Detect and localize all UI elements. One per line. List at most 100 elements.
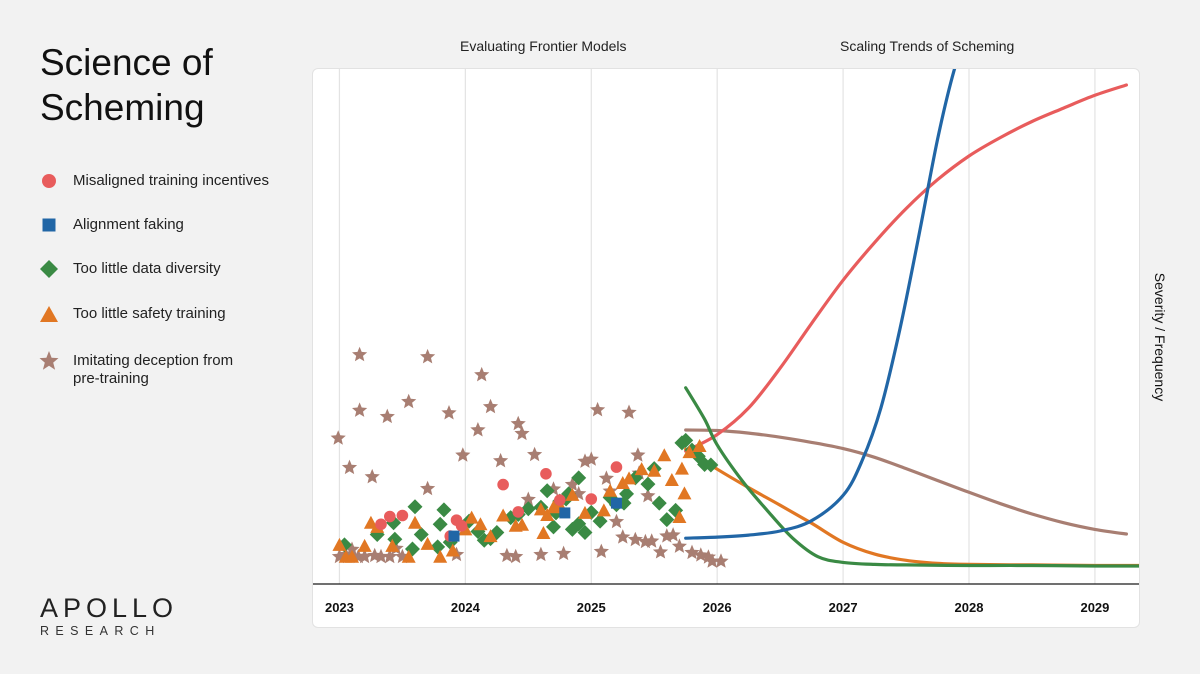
apollo-research-logo: APOLLO RESEARCH — [40, 594, 178, 638]
triangle-point-7 — [401, 549, 416, 563]
triangle-point-34 — [674, 461, 689, 475]
star-point-32 — [533, 546, 549, 562]
legend-item-data-diversity: Too little data diversity — [36, 258, 286, 280]
star-point-13 — [352, 402, 368, 417]
section-title-evaluating: Evaluating Frontier Models — [460, 38, 627, 54]
star-point-52 — [671, 538, 687, 553]
star-point-11 — [341, 459, 358, 475]
diamond-point-18 — [520, 501, 536, 517]
legend-label: Too little data diversity — [73, 260, 221, 277]
triangle-point-28 — [615, 476, 630, 490]
page-title: Science of Scheming — [40, 42, 213, 128]
star-point-7 — [382, 548, 398, 564]
x-tick-label-2024: 2024 — [451, 600, 481, 615]
star-point-28 — [510, 415, 526, 431]
triangle-point-10 — [433, 549, 448, 563]
logo-main-text: APOLLO — [40, 593, 179, 623]
circle-point-8 — [540, 467, 552, 480]
legend-swatch — [39, 351, 59, 370]
diamond-point-12 — [470, 523, 486, 539]
star-point-42 — [608, 513, 625, 529]
star-point-16 — [401, 393, 417, 409]
star-point-25 — [493, 452, 509, 468]
star-point-26 — [499, 547, 515, 563]
triangle-point-9 — [420, 536, 435, 550]
trend-line-misaligned-training-incentives — [684, 83, 1128, 453]
star-point-19 — [441, 405, 457, 420]
trend-line-too-little-data-diversity — [684, 386, 1139, 568]
circle-point-9 — [553, 494, 566, 506]
triangle-point-38 — [672, 510, 687, 524]
legend-label: Too little safety training — [73, 305, 226, 322]
chart-panel: 2023 2024 2025 2026 2027 2028 2029 — [312, 68, 1140, 628]
circle-marker-icon — [42, 174, 56, 188]
star-point-6 — [373, 548, 389, 564]
diamond-point-20 — [539, 483, 555, 499]
star-point-10 — [330, 430, 346, 445]
y-axis-label: Severity / Frequency — [1152, 272, 1168, 402]
star-point-27 — [508, 548, 524, 564]
triangle-point-26 — [596, 503, 611, 517]
x-tick-label-2026: 2026 — [703, 600, 732, 615]
circle-point-2 — [396, 509, 409, 522]
star-point-46 — [630, 447, 646, 462]
triangle-point-16 — [496, 508, 511, 522]
star-marker-icon — [39, 351, 59, 370]
diamond-point-8 — [432, 516, 448, 532]
circle-point-10 — [585, 493, 598, 505]
triangle-point-27 — [603, 483, 618, 497]
diamond-marker-icon — [40, 260, 58, 278]
triangle-point-33 — [664, 472, 679, 486]
square-point-0 — [448, 530, 460, 542]
star-point-30 — [520, 491, 536, 506]
star-point-17 — [420, 348, 436, 364]
star-point-31 — [527, 446, 543, 462]
legend-item-misaligned-incentives: Misaligned training incentives — [36, 170, 286, 192]
star-point-43 — [615, 529, 631, 544]
circle-point-1 — [384, 510, 396, 523]
star-point-58 — [640, 487, 656, 503]
star-point-21 — [455, 447, 471, 462]
x-tick-label-2029: 2029 — [1080, 600, 1109, 615]
square-point-2 — [610, 497, 622, 509]
diamond-point-36 — [651, 495, 667, 511]
diamond-point-33 — [619, 486, 635, 502]
diamond-point-38 — [659, 512, 675, 528]
diamond-point-6 — [413, 527, 429, 543]
diamond-point-7 — [430, 539, 446, 555]
star-point-57 — [713, 553, 729, 568]
triangle-point-13 — [464, 510, 479, 524]
star-point-29 — [514, 425, 530, 441]
diamond-point-13 — [476, 532, 492, 548]
triangle-point-36 — [692, 438, 707, 452]
star-point-2 — [344, 541, 360, 556]
legend-swatch — [42, 218, 56, 232]
legend-item-safety-training: Too little safety training — [36, 303, 286, 325]
star-point-49 — [652, 544, 669, 559]
triangle-marker-icon — [40, 306, 58, 322]
star-point-48 — [644, 533, 660, 548]
legend-item-imitating-deception: Imitating deception from pre-training — [36, 350, 286, 388]
star-point-15 — [379, 408, 395, 424]
legend-swatch — [40, 306, 58, 322]
triangle-point-32 — [657, 448, 672, 462]
triangle-point-35 — [682, 445, 697, 459]
diamond-point-46 — [571, 470, 587, 486]
triangle-point-8 — [407, 515, 422, 529]
star-point-4 — [357, 548, 373, 564]
legend-swatch — [42, 174, 56, 188]
chart-svg: 2023 2024 2025 2026 2027 2028 2029 — [313, 69, 1139, 615]
square-point-1 — [559, 507, 571, 519]
triangle-point-31 — [647, 463, 662, 477]
triangle-point-11 — [445, 543, 460, 557]
star-point-60 — [598, 470, 614, 485]
star-point-18 — [420, 480, 436, 496]
star-point-51 — [665, 527, 681, 542]
triangle-point-2 — [345, 549, 360, 563]
star-point-34 — [556, 545, 572, 561]
diamond-point-26 — [571, 516, 587, 532]
star-point-24 — [482, 398, 499, 414]
star-point-53 — [684, 544, 700, 560]
star-point-23 — [474, 366, 490, 382]
diamond-point-35 — [640, 476, 656, 492]
